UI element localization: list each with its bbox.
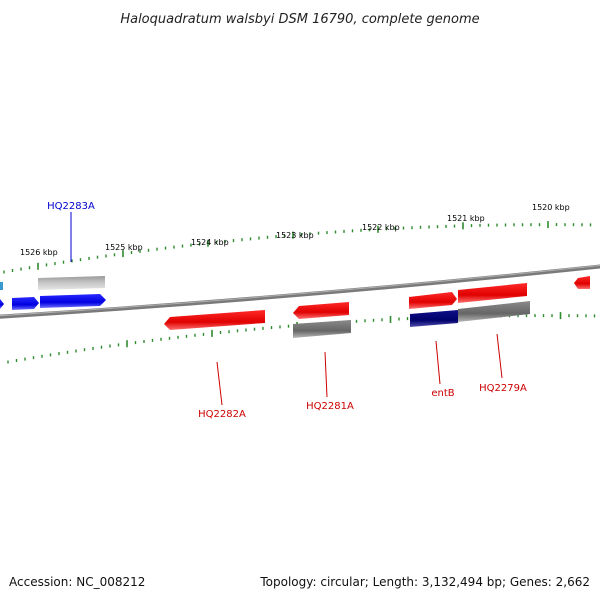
label-leader-line	[324, 351, 328, 398]
gene-arrow-red[interactable]	[293, 302, 349, 319]
gene-label-hq2281a[interactable]: HQ2281A	[306, 401, 354, 412]
gene-arrow-red[interactable]	[164, 310, 265, 330]
label-leader-line	[435, 340, 441, 385]
ruler-label: 1524 kbp	[191, 238, 229, 247]
accession-text: Accession: NC_008212	[9, 575, 145, 589]
ruler-label: 1525 kbp	[105, 243, 143, 252]
label-leader-line	[496, 333, 503, 379]
gene-arrow-blue[interactable]	[40, 294, 106, 308]
topology-text: Topology: circular; Length: 3,132,494 bp…	[259, 575, 590, 589]
label-leader-line	[216, 361, 223, 406]
gene-label-hq2282a[interactable]: HQ2282A	[198, 409, 246, 420]
inner-tick-ruler	[7, 312, 596, 364]
gene-arrow-navy[interactable]	[410, 310, 458, 327]
gene-arrow-grey[interactable]	[458, 301, 530, 322]
ruler-label: 1520 kbp	[532, 203, 570, 212]
genome-backbone-highlight	[0, 265, 600, 317]
gene-arrow-lightgrey[interactable]	[38, 276, 105, 290]
gene-label-hq2283a[interactable]: HQ2283A	[47, 201, 95, 212]
gene-arrow-red[interactable]	[409, 292, 457, 309]
gene-arrow-red[interactable]	[458, 283, 527, 303]
ruler-label: 1526 kbp	[20, 248, 58, 257]
ruler-label: 1521 kbp	[447, 214, 485, 223]
outer-tick-ruler	[3, 221, 592, 274]
gene-arrow-blue-left[interactable]	[0, 299, 4, 309]
gene-label-hq2279a[interactable]: HQ2279A	[479, 383, 527, 394]
gene-arrow-small-cyan[interactable]	[0, 282, 3, 290]
gene-arrow-blue[interactable]	[12, 297, 39, 310]
ruler-label: 1523 kbp	[276, 231, 314, 240]
genome-backbone	[0, 264, 600, 319]
gene-arrow-red-edge[interactable]	[574, 276, 590, 289]
gene-arrow-grey[interactable]	[293, 320, 351, 338]
ruler-label: 1522 kbp	[362, 223, 400, 232]
gene-label-entb[interactable]: entB	[431, 388, 454, 399]
map-title: Haloquadratum walsbyi DSM 16790, complet…	[120, 12, 479, 27]
